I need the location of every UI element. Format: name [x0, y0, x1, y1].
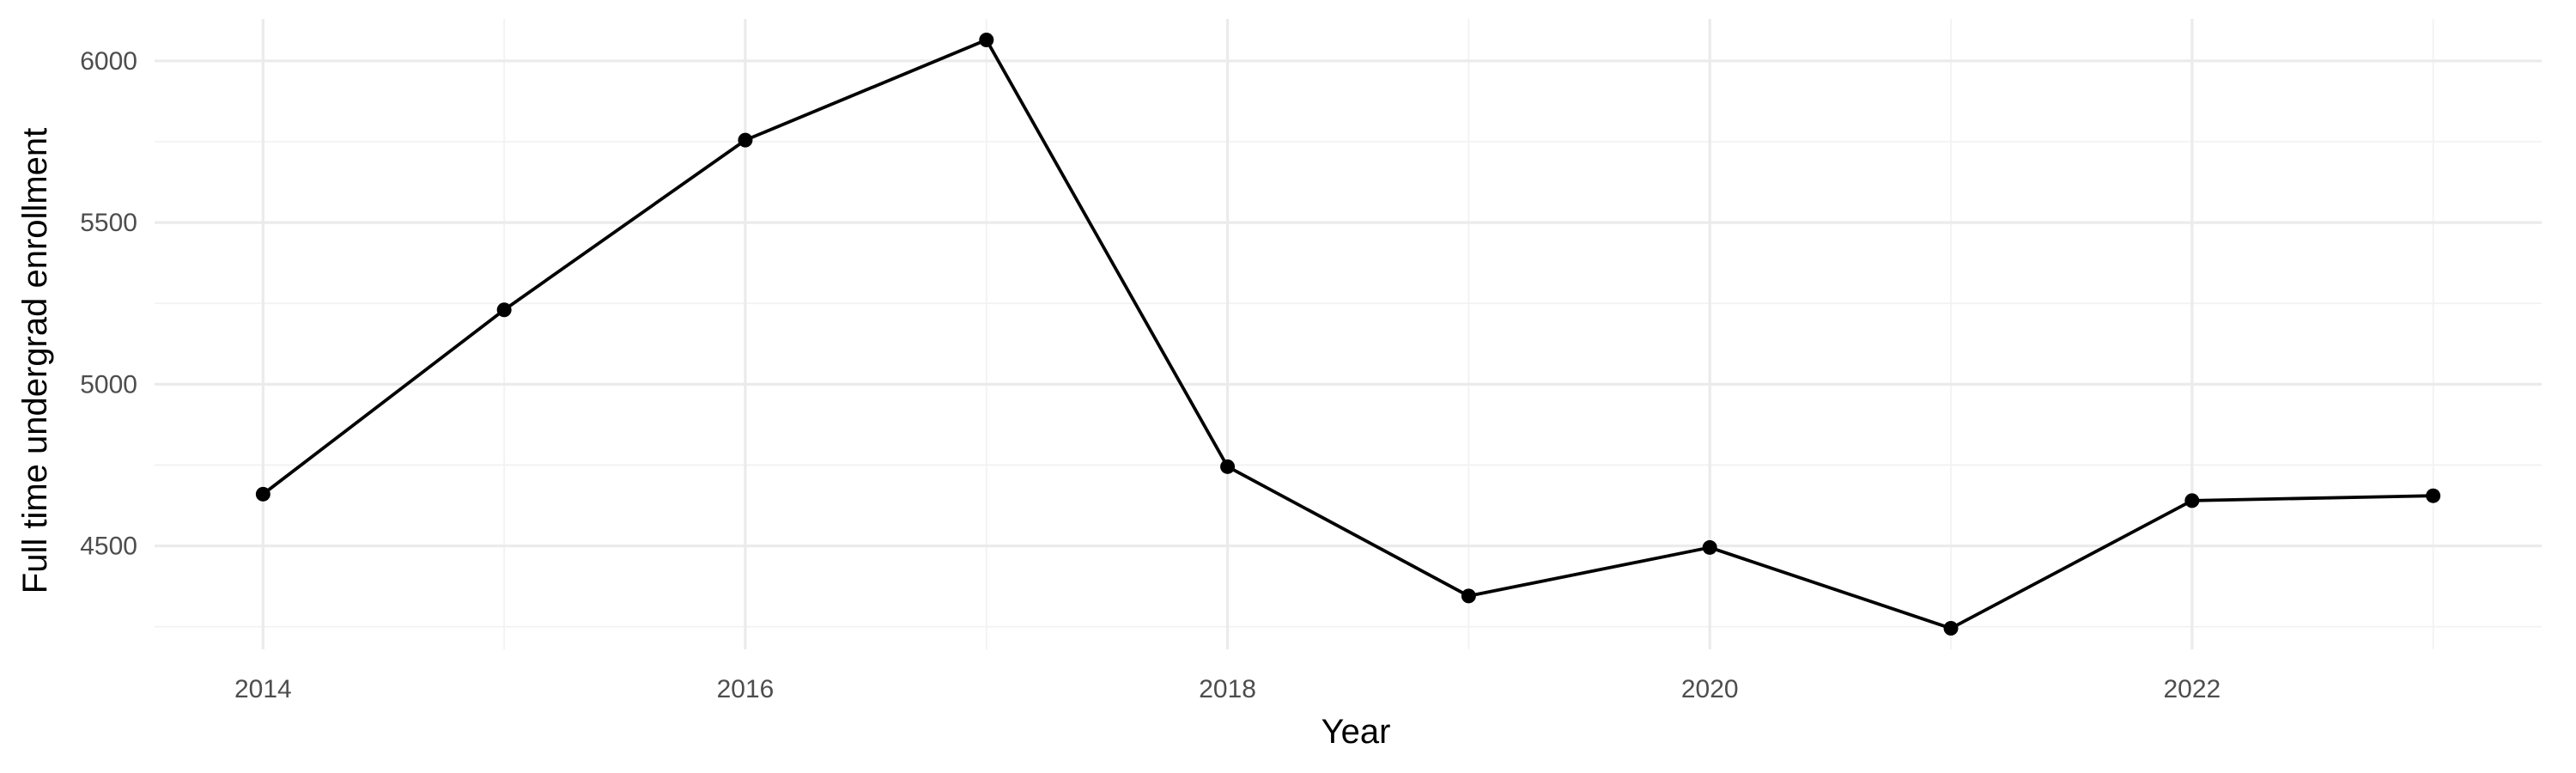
data-point-2023: [2426, 488, 2441, 503]
data-point-2021: [1943, 621, 1959, 636]
x-tick-label: 2016: [717, 675, 775, 703]
data-points: [255, 32, 2441, 636]
series-line: [262, 38, 2433, 630]
series-layer: [262, 38, 2433, 630]
x-tick-label: 2018: [1199, 675, 1256, 703]
x-tick-label: 2014: [234, 675, 292, 703]
grid-lines: [155, 19, 2542, 649]
y-tick-label: 5000: [80, 370, 137, 399]
x-tick-label: 2022: [2163, 675, 2221, 703]
data-point-2016: [738, 132, 753, 148]
y-axis-title: Full time undergrad enrollment: [16, 128, 54, 593]
data-point-2019: [1461, 588, 1476, 604]
x-tick-label: 2020: [1681, 675, 1739, 703]
data-point-2018: [1220, 459, 1236, 474]
y-tick-label: 5500: [80, 209, 137, 237]
data-point-2017: [979, 32, 994, 47]
x-axis-title: Year: [1321, 713, 1391, 751]
data-point-2014: [255, 486, 270, 502]
data-point-2015: [496, 302, 512, 318]
data-point-2022: [2184, 493, 2200, 508]
data-point-2020: [1702, 539, 1717, 555]
y-tick-label: 6000: [80, 47, 137, 76]
y-tick-label: 4500: [80, 533, 137, 561]
x-tick-labels: 2014 2016 2018 2020 2022: [234, 675, 2221, 703]
y-tick-labels: 4500 5000 5500 6000: [80, 47, 137, 561]
